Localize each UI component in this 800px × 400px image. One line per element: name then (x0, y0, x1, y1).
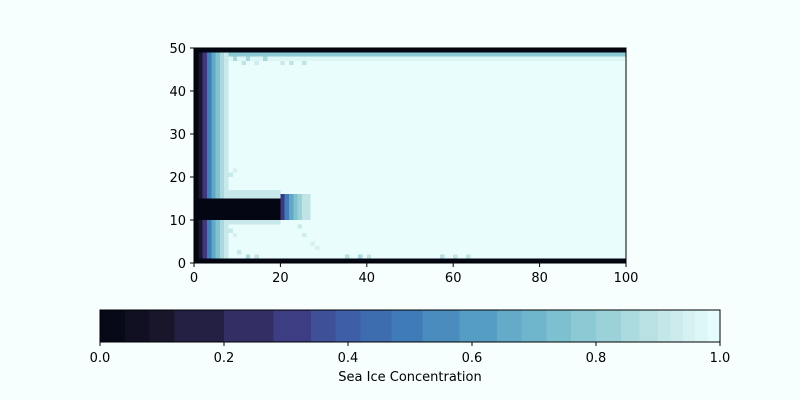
heatmap-cell (198, 52, 626, 57)
heatmap-cell (297, 194, 302, 220)
colorbar-segment (335, 310, 361, 342)
colorbar-segment (546, 310, 572, 342)
y-axis: 0 10 20 30 40 50 (169, 42, 194, 272)
y-tick-label: 10 (169, 214, 186, 229)
heatmap-cell (302, 232, 307, 238)
heatmap-cell (232, 168, 238, 173)
y-tick-label: 50 (169, 42, 186, 57)
heatmap-cell (289, 194, 294, 220)
heatmap-cell (297, 224, 302, 229)
x-tick-label: 60 (445, 271, 462, 286)
heatmap-cell (366, 254, 372, 259)
y-tick-label: 30 (169, 128, 186, 143)
heatmap-cell (241, 60, 246, 66)
heatmap-cell (254, 254, 259, 259)
colorbar-tick-label: 0.2 (214, 351, 235, 366)
heatmap-cell (453, 254, 458, 259)
heatmap-cell (228, 228, 233, 233)
colorbar-segment (391, 310, 423, 342)
heatmap-cell (228, 189, 281, 199)
heatmap-cell (245, 254, 251, 259)
colorbar-segment (639, 310, 659, 342)
colorbar-segment (459, 310, 498, 342)
heatmap-cell (194, 48, 626, 53)
colorbar-segment (273, 310, 312, 342)
colorbar-segment (124, 310, 151, 342)
heatmap-cell (440, 254, 445, 259)
colorbar-segment (620, 310, 640, 342)
colorbar-tick-label: 0.4 (338, 351, 359, 366)
heatmap-cell (293, 194, 298, 220)
colorbar-segment (571, 310, 597, 342)
colorbar-segment (100, 310, 126, 342)
x-tick-label: 40 (359, 271, 376, 286)
colorbar-tick-label: 0.0 (90, 351, 111, 366)
heatmap-cell (302, 60, 307, 66)
colorbar-segment (521, 310, 547, 342)
heatmap-cell (280, 194, 285, 220)
x-axis: 0 20 40 60 80 100 (190, 263, 639, 286)
colorbar-axis: 0.0 0.2 0.4 0.6 0.8 1.0 (90, 342, 731, 366)
plot-frame (193, 47, 627, 264)
heatmap (194, 48, 626, 263)
colorbar-segment (682, 310, 696, 342)
heatmap-cell (198, 52, 203, 259)
colorbar-segment (310, 310, 337, 342)
heatmap-cell (202, 52, 207, 259)
heatmap-cell (206, 52, 212, 259)
heatmap-cell (345, 254, 350, 259)
heatmap-cell (263, 56, 268, 61)
heatmap-cell (237, 250, 242, 255)
heatmap-cell (194, 198, 281, 220)
x-tick-label: 0 (190, 271, 198, 286)
x-tick-label: 80 (531, 271, 548, 286)
y-tick-label: 20 (169, 171, 186, 186)
colorbar-tick-label: 1.0 (710, 351, 731, 366)
colorbar (100, 310, 721, 342)
x-tick-label: 100 (614, 271, 639, 286)
colorbar-segment (174, 310, 225, 342)
open-water-cell (194, 48, 626, 263)
heatmap-cell (280, 60, 285, 66)
heatmap-cell (211, 52, 216, 259)
heatmap-cell (284, 194, 290, 220)
heatmap-cell (232, 56, 238, 61)
colorbar-segment (149, 310, 175, 342)
heatmap-cell (194, 48, 199, 263)
y-tick-label: 0 (178, 257, 186, 272)
heatmap-cell (228, 172, 233, 177)
heatmap-cell (215, 52, 220, 259)
colorbar-segment (707, 310, 721, 342)
heatmap-cell (314, 245, 320, 251)
colorbar-segment (670, 310, 684, 342)
colorbar-tick-label: 0.8 (586, 351, 607, 366)
colorbar-segment (496, 310, 523, 342)
colorbar-segment (658, 310, 671, 342)
heatmap-cell (219, 52, 225, 259)
heatmap-cell (358, 254, 363, 259)
heatmap-cell (302, 194, 311, 220)
heatmap-cell (289, 60, 294, 66)
heatmap-cell (224, 52, 229, 259)
colorbar-segment (360, 310, 392, 342)
colorbar-label: Sea Ice Concentration (338, 370, 481, 385)
heatmap-cell (228, 56, 626, 61)
x-tick-label: 20 (272, 271, 289, 286)
colorbar-segment (695, 310, 709, 342)
heatmap-cell (466, 254, 471, 259)
colorbar-segment (224, 310, 275, 342)
colorbar-frame (99, 309, 721, 343)
heatmap-cell (254, 60, 259, 66)
colorbar-segment (422, 310, 461, 342)
heatmap-cell (310, 241, 315, 246)
heatmap-cell (232, 232, 238, 238)
colorbar-tick-label: 0.6 (462, 351, 483, 366)
colorbar-segment (596, 310, 622, 342)
heatmap-cell (228, 220, 281, 225)
y-tick-label: 40 (169, 85, 186, 100)
heatmap-cell (245, 56, 251, 61)
heatmap-cell (194, 258, 626, 263)
